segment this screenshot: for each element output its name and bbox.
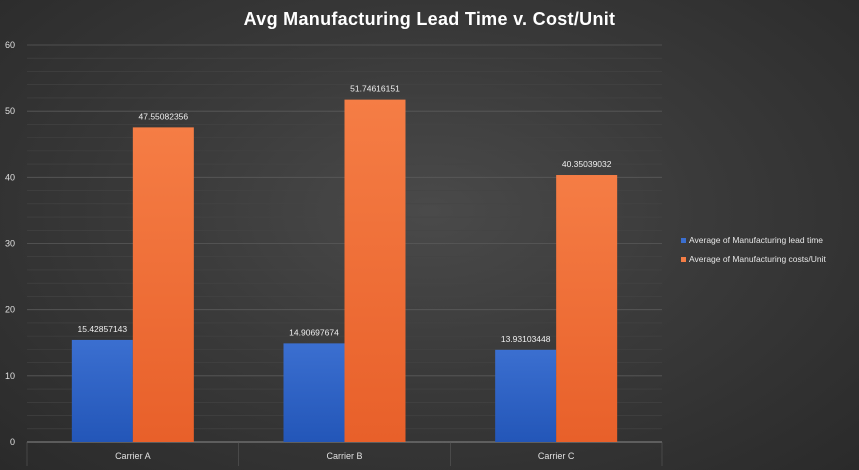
data-label: 13.93103448	[501, 334, 551, 344]
y-tick-label: 40	[5, 172, 15, 182]
bar-lead-time	[283, 343, 345, 442]
data-label: 14.90697674	[289, 327, 339, 337]
y-tick-label: 30	[5, 239, 15, 249]
y-tick-label: 0	[10, 437, 15, 447]
chart-legend: Average of Manufacturing lead time Avera…	[681, 235, 826, 273]
y-tick-label: 10	[5, 371, 15, 381]
data-label: 51.74616151	[350, 84, 400, 94]
x-tick-label: Carrier B	[326, 451, 362, 461]
y-tick-label: 20	[5, 305, 15, 315]
bar-lead-time	[71, 339, 133, 442]
data-label: 47.55082356	[139, 111, 189, 121]
x-tick-label: Carrier C	[538, 451, 575, 461]
chart-title: Avg Manufacturing Lead Time v. Cost/Unit	[243, 9, 616, 29]
legend-item-cost-per-unit: Average of Manufacturing costs/Unit	[681, 254, 826, 264]
y-tick-label: 50	[5, 106, 15, 116]
bar-lead-time	[495, 349, 557, 442]
bar-cost-per-unit	[344, 99, 406, 442]
data-label: 40.35039032	[562, 159, 612, 169]
legend-swatch-cost-per-unit	[681, 256, 686, 262]
x-tick-label: Carrier A	[115, 451, 151, 461]
data-label: 15.42857143	[78, 324, 128, 334]
bar-cost-per-unit	[556, 175, 618, 442]
bar-cost-per-unit	[132, 127, 194, 443]
legend-label-lead-time: Average of Manufacturing lead time	[689, 235, 824, 245]
legend-label-cost-per-unit: Average of Manufacturing costs/Unit	[689, 254, 826, 264]
y-tick-label: 60	[5, 40, 15, 50]
legend-item-lead-time: Average of Manufacturing lead time	[681, 235, 826, 245]
legend-swatch-lead-time	[681, 237, 686, 243]
